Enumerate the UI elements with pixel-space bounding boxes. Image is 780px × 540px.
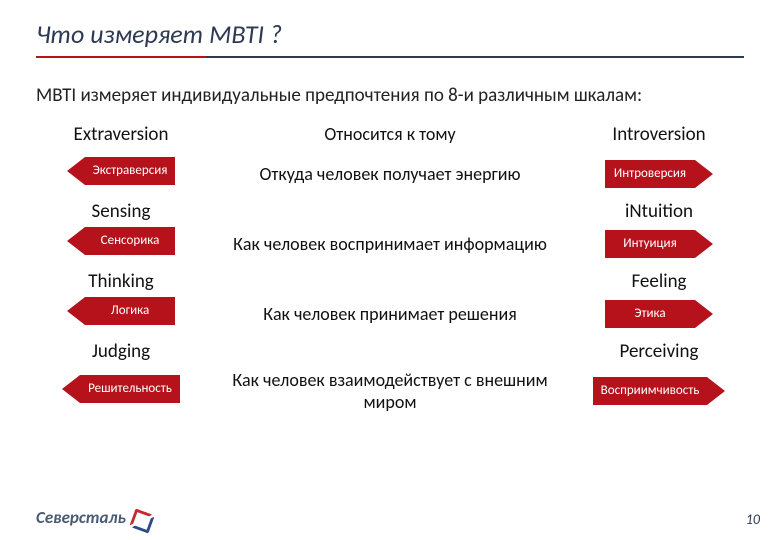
scale-name-row: Sensing iNtuition [36, 200, 744, 223]
logo-text: Северсталь [36, 507, 126, 528]
scale-name-row: Judging Perceiving [36, 340, 744, 363]
scale-left-name: Thinking [36, 270, 206, 293]
scale-right-name: Perceiving [574, 340, 744, 363]
scale-description: Как человек взаимодействует с внешним ми… [216, 367, 564, 415]
left-arrow-label: Решительность [80, 375, 180, 403]
scale-description: Как человек принимает решения [216, 301, 564, 327]
scale-arrow-row: Решительность Как человек взаимодействуе… [36, 367, 744, 415]
arrow-left-icon: Решительность [62, 375, 180, 403]
right-arrow-cell: Этика [574, 300, 744, 328]
logo-mark-icon [130, 509, 148, 527]
scale-arrow-row: Экстраверсия Откуда человек получает эне… [36, 157, 744, 190]
arrow-right-icon: Восприимчивость [593, 377, 726, 405]
right-arrow-label: Восприимчивость [593, 377, 708, 405]
scale-right-name: Feeling [574, 270, 744, 293]
left-arrow-cell: Логика [36, 297, 206, 330]
arrow-right-icon: Интуиция [605, 230, 713, 258]
scale-left-name: Sensing [36, 200, 206, 223]
company-logo: Северсталь [36, 507, 148, 528]
scale-right-name: iNtuition [574, 200, 744, 223]
right-arrow-cell: Восприимчивость [574, 377, 744, 405]
slide-title: Что измеряет MBTI ? [36, 18, 744, 56]
arrow-left-icon: Экстраверсия [67, 157, 176, 185]
right-arrow-label: Интроверсия [606, 160, 694, 188]
scale-description: Как человек воспринимает информацию [216, 231, 564, 257]
scale-right-name: Introversion [574, 123, 744, 146]
center-heading: Относится к тому [216, 121, 564, 147]
arrow-left-icon: Сенсорика [67, 227, 175, 255]
scale-arrow-row: Логика Как человек принимает решения Эти… [36, 297, 744, 330]
right-arrow-cell: Интуиция [574, 230, 744, 258]
right-arrow-cell: Интроверсия [574, 160, 744, 188]
arrow-right-icon: Интроверсия [605, 160, 713, 188]
scale-name-row: Thinking Feeling [36, 270, 744, 293]
scale-arrow-row: Сенсорика Как человек воспринимает инфор… [36, 227, 744, 260]
arrow-right-icon: Этика [605, 300, 713, 328]
arrow-left-icon: Логика [67, 297, 175, 325]
heading-row: Extraversion Относится к тому Introversi… [36, 121, 744, 147]
scales-grid: Extraversion Относится к тому Introversi… [36, 121, 744, 415]
left-arrow-label: Экстраверсия [85, 157, 176, 185]
slide-subtitle: MBTI измеряет индивидуальные предпочтени… [36, 84, 744, 107]
right-arrow-label: Интуиция [615, 230, 684, 258]
left-arrow-cell: Решительность [36, 375, 206, 408]
left-arrow-cell: Сенсорика [36, 227, 206, 260]
scale-left-name: Judging [36, 340, 206, 363]
page-number: 10 [746, 511, 760, 528]
right-arrow-label: Этика [626, 300, 673, 328]
title-underline [36, 56, 744, 60]
scale-left-name: Extraversion [36, 123, 206, 146]
left-arrow-cell: Экстраверсия [36, 157, 206, 190]
left-arrow-label: Сенсорика [93, 227, 168, 255]
scale-description: Откуда человек получает энергию [216, 161, 564, 187]
left-arrow-label: Логика [103, 297, 157, 325]
